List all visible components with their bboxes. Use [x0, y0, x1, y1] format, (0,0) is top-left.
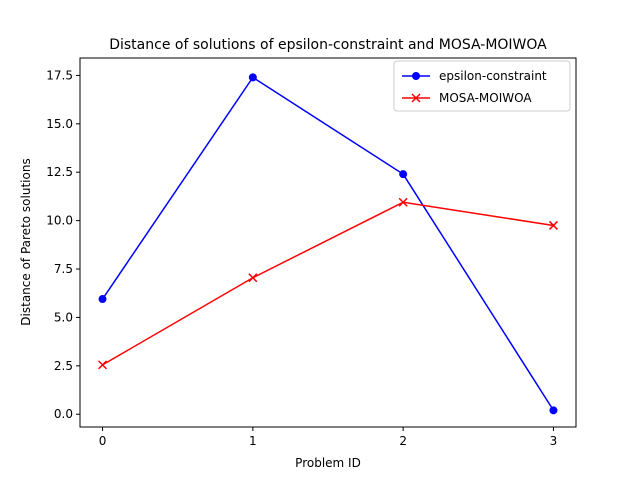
y-tick-label: 17.5 [46, 68, 73, 82]
legend-label-mosa-moiwoa: MOSA-MOIWOA [439, 91, 532, 105]
data-point-epsilon-constraint [98, 295, 107, 304]
data-point-mosa-moiwoa [548, 220, 558, 230]
data-point-mosa-moiwoa [98, 360, 108, 370]
y-tick-label: 0.0 [54, 407, 73, 421]
y-tick-label: 2.5 [54, 359, 73, 373]
chart-title: Distance of solutions of epsilon-constra… [109, 37, 547, 53]
data-point-mosa-moiwoa [248, 273, 258, 283]
legend-label-epsilon-constraint: epsilon-constraint [439, 69, 547, 83]
series-line-mosa-moiwoa [102, 201, 554, 366]
x-tick-label: 2 [399, 434, 407, 448]
data-point-mosa-moiwoa [398, 197, 408, 207]
x-tick-label: 1 [249, 434, 257, 448]
legend-marker-mosa-moiwoa [411, 93, 421, 103]
y-tick-label: 12.5 [46, 165, 73, 179]
x-tick-label: 3 [550, 434, 558, 448]
y-tick-label: 5.0 [54, 310, 73, 324]
y-tick-label: 15.0 [46, 117, 73, 131]
legend-box [393, 60, 571, 112]
data-point-epsilon-constraint [549, 406, 558, 415]
axes-frame [79, 57, 577, 428]
y-tick-label: 7.5 [54, 262, 73, 276]
legend: epsilon-constraint MOSA-MOIWOA [393, 60, 571, 112]
x-tick-label: 0 [99, 434, 107, 448]
data-point-epsilon-constraint [399, 170, 408, 179]
data-point-epsilon-constraint [248, 73, 257, 82]
series-line-epsilon-constraint [101, 76, 555, 411]
legend-marker-epsilon-constraint [412, 72, 420, 80]
y-tick-label: 10.0 [46, 214, 73, 228]
x-axis-label: Problem ID [295, 456, 361, 470]
y-axis-label: Distance of Pareto solutions [19, 158, 33, 325]
plot-area: 0 1 2 3 0.0 2.5 5.0 7.5 10.0 12.5 15.0 17.5 [46, 57, 577, 448]
